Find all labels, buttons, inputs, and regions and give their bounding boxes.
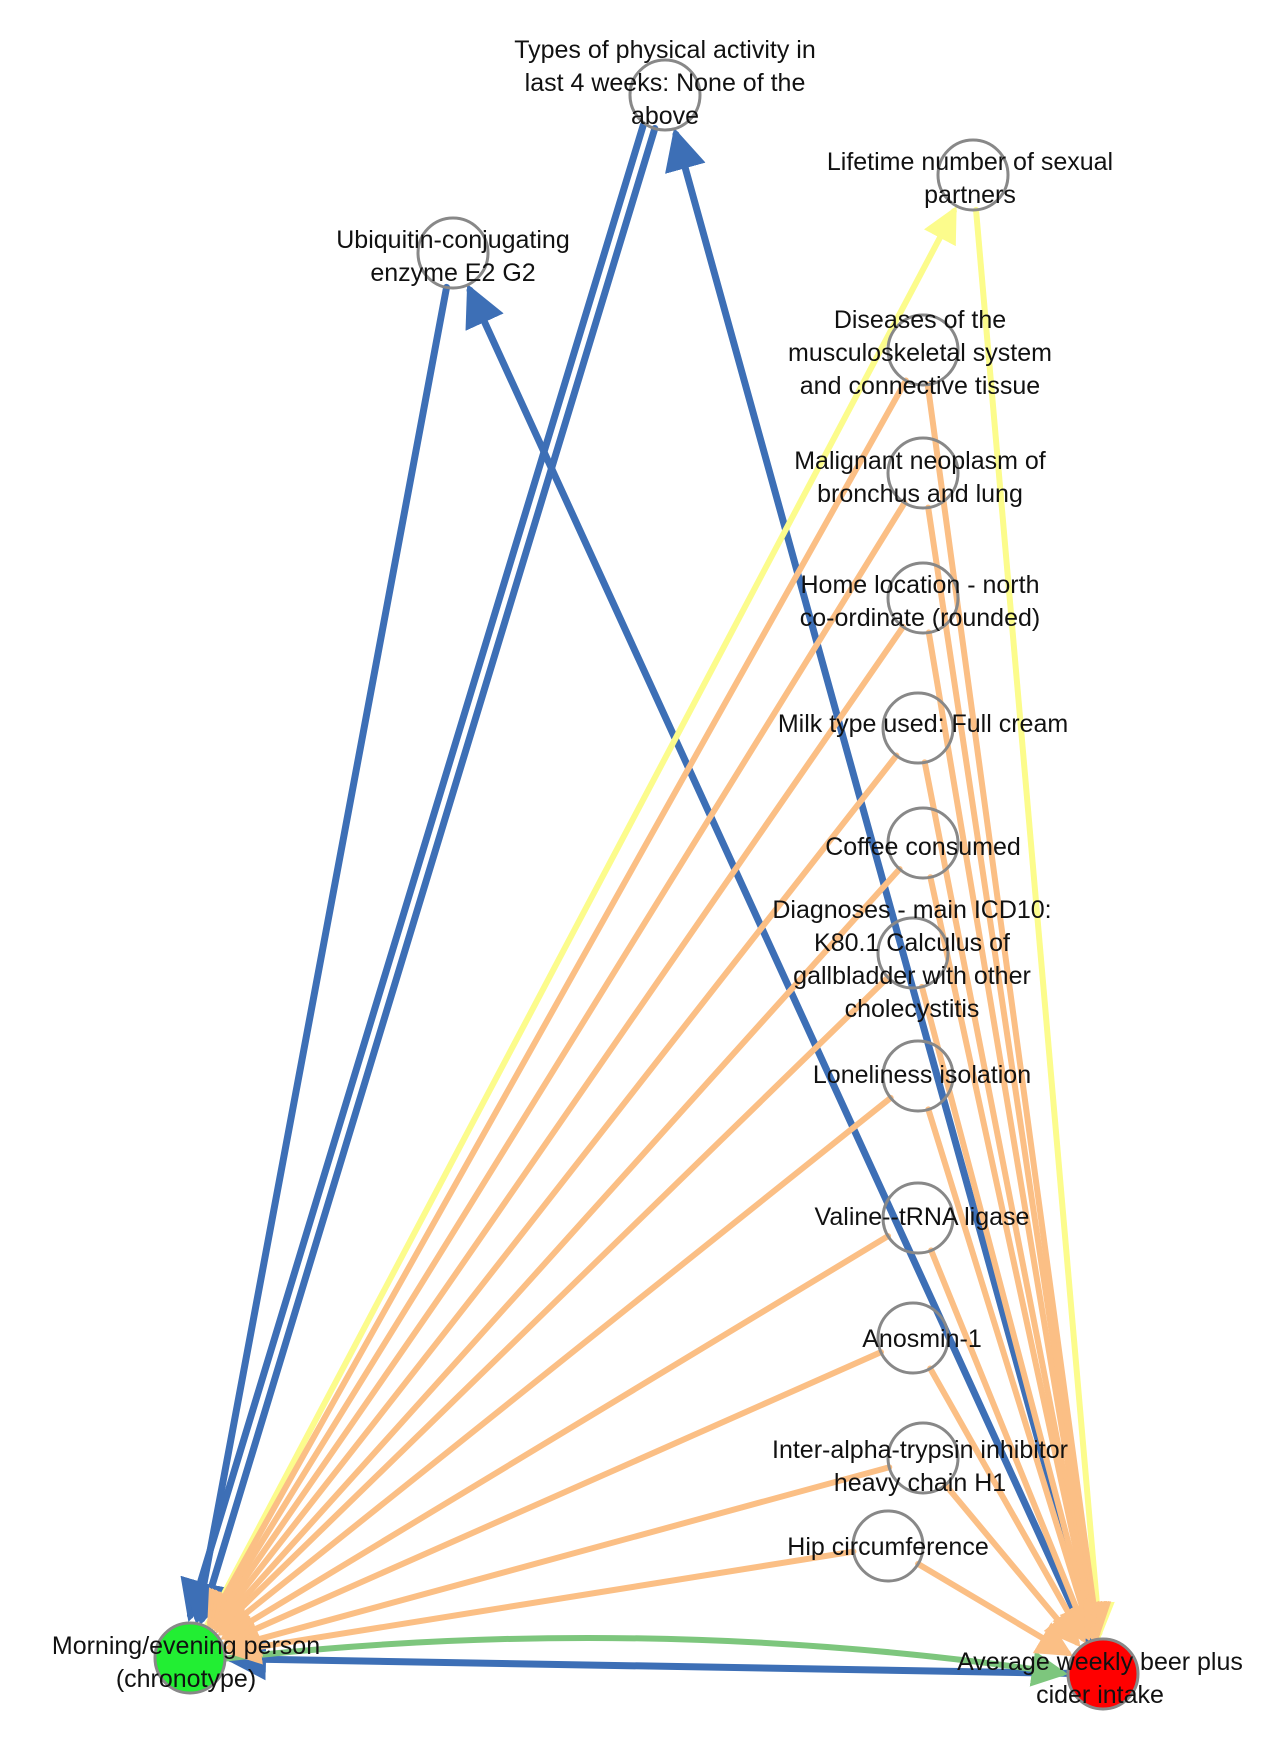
node-label-line: Inter-alpha-trypsin inhibitor <box>772 1436 1068 1464</box>
node-label-line: K80.1 Calculus of <box>814 929 1010 957</box>
edge-activity-to-chrono <box>192 124 659 1626</box>
edge-hip-to-chrono <box>224 1548 857 1665</box>
node-label-anosmin: Anosmin-1 <box>862 1325 982 1353</box>
edge-valine-to-beer <box>928 1247 1093 1642</box>
node-label-itih1: Inter-alpha-trypsin inhibitor heavy chain… <box>772 1436 1068 1497</box>
edge-north-to-beer <box>925 629 1110 1640</box>
node-label-line: Malignant neoplasm of <box>794 447 1046 475</box>
node-label-line: Home location - north <box>800 571 1039 599</box>
edge-k801-to-beer <box>918 983 1103 1641</box>
label-layer: Types of physical activity in last 4 week… <box>52 36 1243 1709</box>
node-itih1 <box>886 1421 960 1495</box>
node-k801 <box>876 916 950 990</box>
node-label-line: cholecystitis <box>845 995 980 1023</box>
edge-itih1-to-chrono <box>223 1464 893 1657</box>
node-coffee <box>886 806 960 880</box>
node-label-lung: Malignant neoplasm of bronchus and lung <box>794 447 1046 508</box>
node-label-line: Morning/evening person <box>52 1632 320 1660</box>
edge-partners-to-beer <box>973 206 1115 1640</box>
node-label-line: Hip circumference <box>787 1533 988 1561</box>
node-lonely <box>881 1039 955 1113</box>
edge-north-to-chrono <box>209 623 907 1630</box>
node-label-line: Milk type used: Full cream <box>778 710 1068 738</box>
node-hip <box>851 1509 925 1583</box>
node-beer <box>1066 1637 1140 1711</box>
node-partners <box>936 138 1010 212</box>
node-label-line: Coffee consumed <box>825 833 1021 861</box>
edge-beer-to-ube2g2 <box>465 283 1092 1646</box>
node-label-line: Diagnoses - main ICD10: <box>772 896 1051 924</box>
node-label-line: Anosmin-1 <box>862 1325 982 1353</box>
node-label-line: (chronotype) <box>116 1665 256 1693</box>
node-label-ube2g2: Ubiquitin-conjugating enzyme E2 G2 <box>336 226 569 287</box>
node-label-line: Average weekly beer plus <box>957 1648 1243 1676</box>
edge-chrono-to-partners <box>203 205 957 1631</box>
node-ube2g2 <box>416 216 490 290</box>
node-label-musculo: Diseases of the musculoskeletal system and… <box>788 306 1052 400</box>
node-label-line: enzyme E2 G2 <box>370 259 535 287</box>
node-label-line: and connective tissue <box>800 372 1040 400</box>
edge-chrono-to-beer <box>221 1634 1068 1687</box>
node-north <box>886 561 960 635</box>
edge-beer-to-chrono <box>223 1638 1072 1681</box>
edge-layer <box>180 121 1115 1687</box>
edge-coffee-to-beer <box>927 874 1106 1640</box>
edge-lung-to-beer <box>925 504 1111 1640</box>
node-label-line: last 4 weeks: None of the <box>525 69 806 97</box>
edge-milk-to-chrono <box>211 752 900 1631</box>
edge-lung-to-chrono <box>208 499 908 1629</box>
edge-anosmin-to-chrono <box>222 1349 884 1646</box>
node-label-line: above <box>631 102 699 130</box>
edge-musculo-to-chrono <box>207 377 909 1628</box>
node-label-lonely: Loneliness isolation <box>813 1061 1031 1089</box>
node-label-activity: Types of physical activity in last 4 week… <box>514 36 816 130</box>
node-label-line: bronchus and lung <box>817 480 1023 508</box>
node-label-k801: Diagnoses - main ICD10: K80.1 Calculus of… <box>772 896 1051 1023</box>
node-lung <box>886 436 960 510</box>
node-layer <box>153 58 1140 1711</box>
edge-itih1-to-beer <box>942 1481 1081 1648</box>
node-label-coffee: Coffee consumed <box>825 833 1021 861</box>
node-label-line: Ubiquitin-conjugating <box>336 226 569 254</box>
node-label-line: Lifetime number of sexual <box>827 148 1113 176</box>
node-label-line: co-ordinate (rounded) <box>800 604 1040 632</box>
node-label-north: Home location - north co-ordinate (rounde… <box>800 571 1040 632</box>
edge-milk-to-beer <box>921 759 1108 1640</box>
node-musculo <box>886 313 960 387</box>
node-label-partners: Lifetime number of sexual partners <box>827 148 1113 209</box>
edge-activity-to-chrono-b <box>180 121 647 1622</box>
node-label-beer: Average weekly beer plus cider intake <box>957 1648 1243 1709</box>
edge-lonely-to-beer <box>925 1106 1100 1641</box>
node-label-line: partners <box>924 181 1016 209</box>
edge-valine-to-chrono <box>219 1233 892 1640</box>
edge-k801-to-chrono <box>215 974 891 1634</box>
node-label-line: Valine--tRNA ligase <box>815 1203 1030 1231</box>
node-label-chrono: Morning/evening person (chronotype) <box>52 1632 320 1693</box>
edge-ube2g2-to-chrono <box>183 283 451 1625</box>
edge-coffee-to-chrono <box>213 866 903 1632</box>
node-label-hip: Hip circumference <box>787 1533 988 1561</box>
edge-musculo-to-beer <box>924 381 1112 1640</box>
node-label-line: Loneliness isolation <box>813 1061 1031 1089</box>
node-label-line: cider intake <box>1036 1681 1164 1709</box>
node-label-line: Diseases of the <box>834 306 1006 334</box>
node-label-line: Types of physical activity in <box>514 36 816 64</box>
node-valine <box>881 1181 955 1255</box>
edge-lonely-to-chrono <box>217 1094 894 1637</box>
edge-anosmin-to-beer <box>927 1365 1086 1644</box>
node-anosmin <box>876 1301 950 1375</box>
node-label-line: gallbladder with other <box>793 962 1031 990</box>
node-activity <box>628 58 702 132</box>
edge-hip-to-beer <box>915 1560 1073 1657</box>
node-label-line: heavy chain H1 <box>834 1469 1006 1497</box>
node-chrono <box>153 1621 227 1695</box>
node-label-valine: Valine--tRNA ligase <box>815 1203 1030 1231</box>
node-milk <box>881 691 955 765</box>
node-label-milk: Milk type used: Full cream <box>778 710 1068 738</box>
node-label-line: musculoskeletal system <box>788 339 1052 367</box>
